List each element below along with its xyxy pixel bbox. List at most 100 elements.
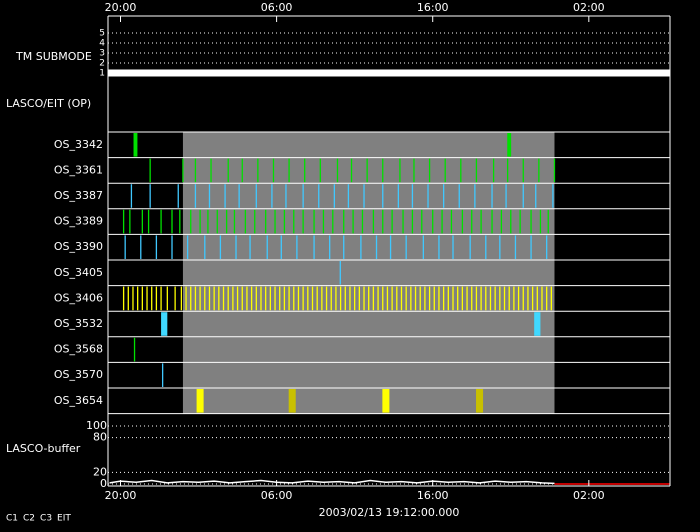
event <box>288 389 296 413</box>
event <box>547 209 549 234</box>
event <box>360 235 362 259</box>
event <box>274 286 276 311</box>
event <box>377 286 379 311</box>
event <box>265 286 267 311</box>
event <box>171 209 173 234</box>
event <box>132 286 134 311</box>
event <box>122 209 125 234</box>
event <box>422 235 424 259</box>
event <box>419 286 421 311</box>
event <box>179 209 181 234</box>
event <box>457 286 459 311</box>
event <box>124 235 126 259</box>
event <box>522 158 524 183</box>
event <box>530 209 532 234</box>
event <box>216 209 218 234</box>
event <box>522 184 524 208</box>
x-tick-label: 06:00 <box>261 489 293 502</box>
event <box>474 184 476 208</box>
event <box>513 286 515 311</box>
event <box>260 286 262 311</box>
event <box>311 286 314 311</box>
x-tick-label: 16:00 <box>417 489 449 502</box>
event <box>177 184 179 208</box>
event <box>411 184 414 208</box>
event <box>293 286 295 311</box>
event <box>500 209 503 234</box>
event <box>174 286 176 311</box>
event <box>432 209 434 234</box>
event <box>400 286 403 311</box>
event <box>257 158 259 183</box>
event <box>140 235 142 259</box>
event <box>146 286 148 311</box>
event <box>235 235 237 259</box>
event <box>368 286 370 311</box>
event <box>238 184 240 208</box>
event <box>413 158 415 183</box>
event <box>480 286 482 311</box>
event <box>190 209 192 234</box>
event <box>494 286 496 311</box>
submode-label: TM SUBMODE <box>15 50 92 63</box>
event <box>339 261 341 285</box>
row-label: OS_3361 <box>54 163 103 176</box>
event <box>133 337 136 362</box>
event <box>485 235 487 259</box>
event <box>155 286 158 311</box>
event <box>491 209 493 234</box>
event <box>133 133 138 157</box>
event <box>405 235 407 259</box>
row-label: OS_3568 <box>54 343 103 356</box>
event <box>241 286 243 311</box>
event <box>452 286 454 311</box>
row-label: OS_3387 <box>54 189 103 202</box>
event <box>149 158 151 183</box>
event <box>225 209 228 234</box>
legend-entry: C2 <box>23 514 35 524</box>
event <box>492 158 495 183</box>
event <box>285 184 287 208</box>
event <box>505 184 507 208</box>
row-label: OS_3570 <box>54 368 103 381</box>
event <box>347 184 350 208</box>
event <box>410 286 412 311</box>
event <box>160 286 162 311</box>
submode-tick-label: 1 <box>99 69 105 79</box>
section-label: LASCO/EIT (OP) <box>6 97 91 110</box>
event <box>129 209 131 234</box>
event <box>361 209 364 234</box>
event <box>539 209 542 234</box>
event <box>507 133 512 157</box>
event <box>428 158 431 183</box>
event <box>280 235 282 259</box>
event <box>363 286 365 311</box>
event <box>461 286 464 311</box>
event <box>210 158 212 183</box>
event <box>339 286 342 311</box>
event <box>536 286 538 311</box>
event <box>160 209 162 234</box>
event <box>438 286 440 311</box>
event <box>458 184 460 208</box>
event <box>382 286 384 311</box>
event <box>552 184 554 208</box>
event <box>313 209 315 234</box>
event <box>489 286 492 311</box>
submode-tick-label: 5 <box>99 29 105 39</box>
event <box>293 209 295 234</box>
event <box>180 286 183 311</box>
event <box>550 286 553 311</box>
event <box>475 158 478 183</box>
submode-tick-label: 4 <box>99 39 105 49</box>
event <box>272 158 275 183</box>
event <box>255 184 257 208</box>
event <box>241 158 243 183</box>
event <box>343 235 345 259</box>
event <box>199 209 201 234</box>
event <box>266 235 268 259</box>
coverage-window <box>182 132 555 414</box>
event <box>325 286 328 311</box>
